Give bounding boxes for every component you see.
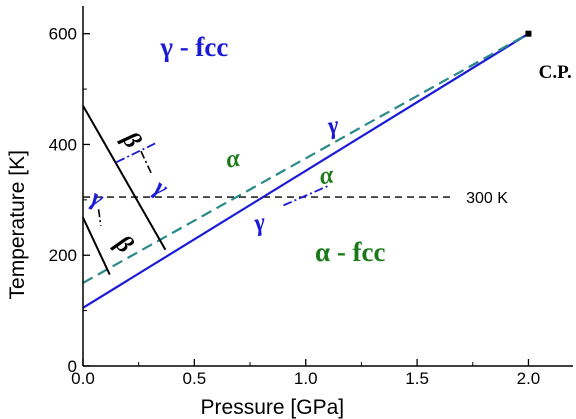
annotation-gamma-fcc: γ - fcc [159, 32, 228, 62]
axes: 0.0 0.5 1.0 1.5 2.0 0 200 400 600 300 K γ - fcc α -… [49, 6, 573, 388]
series-line-3 [83, 105, 167, 251]
x-tick-label: 0.5 [183, 369, 207, 388]
critical-point-marker [525, 30, 532, 37]
x-tick-label: 1.0 [294, 369, 318, 388]
annotation-alpha-lower: α [318, 161, 337, 190]
annotation-gamma-lower: γ [252, 209, 268, 237]
connector-line-2 [283, 185, 329, 207]
y-tick-label: 600 [49, 25, 77, 44]
annotation-gamma-upper: γ [326, 112, 342, 140]
annotation-alpha-upper: α [224, 145, 243, 174]
y-tick-label: 200 [49, 246, 77, 265]
annotation-gamma-left: γ [87, 184, 108, 213]
series-line-2 [83, 32, 529, 284]
x-tick-label: 0.0 [71, 369, 95, 388]
y-axis-title: Temperature [K] [6, 150, 29, 299]
reference-line-label: 300 K [466, 190, 508, 207]
annotation-beta-upper: β [116, 126, 146, 153]
y-tick-label: 0 [68, 357, 77, 376]
plot-area [83, 32, 530, 309]
series-line-4 [83, 217, 111, 276]
connector-line-3 [140, 150, 153, 176]
y-tick-label: 400 [49, 135, 77, 154]
connector-line-4 [97, 209, 102, 226]
x-tick-label: 2.0 [517, 369, 541, 388]
annotation-alpha-fcc: α - fcc [315, 237, 386, 267]
annotation-cp: C.P. [539, 62, 572, 83]
annotation-gamma-beta-upper: γ [149, 174, 173, 202]
connector-line-1 [116, 141, 157, 163]
series-line-1 [83, 32, 530, 309]
x-tick-label: 1.5 [405, 369, 429, 388]
x-axis-title: Pressure [GPa] [201, 396, 345, 419]
